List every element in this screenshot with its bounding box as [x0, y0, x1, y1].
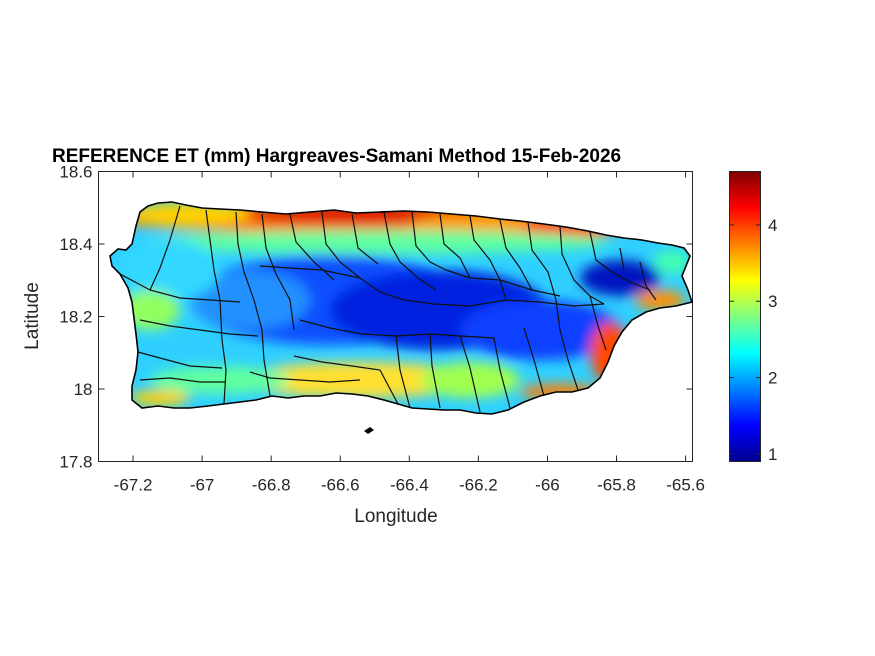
colorbar-ticks: 1 2 3 4 — [729, 216, 777, 464]
field-blob — [130, 390, 190, 406]
y-axis-title: Latitude — [22, 282, 43, 350]
municipality-boundary — [259, 265, 361, 279]
field-blob — [150, 230, 610, 254]
municipality-boundary — [429, 333, 441, 409]
municipality-boundary — [589, 231, 651, 291]
municipality-boundary — [261, 213, 295, 331]
colorbar-tick-label: 4 — [768, 216, 777, 235]
field-blob — [654, 250, 690, 274]
y-tick-label: 18.2 — [59, 308, 92, 327]
municipality-boundary — [445, 269, 561, 297]
field-blob — [190, 270, 310, 330]
municipality-boundary — [137, 351, 223, 369]
x-axis-ticks: -67.2 -67 -66.8 -66.6 -66.4 -66.2 -66 -65.8 -65.… — [114, 171, 705, 495]
municipality-boundary — [499, 219, 533, 291]
island-coastline — [109, 201, 694, 415]
field-blob — [420, 362, 520, 398]
municipality-boundary — [589, 295, 607, 351]
field-blob — [635, 290, 685, 310]
municipality-boundary — [411, 211, 447, 271]
municipality-boundary — [321, 211, 405, 301]
colorbar-tick-label: 3 — [768, 292, 777, 311]
x-tick-label: -65.6 — [666, 476, 705, 495]
municipality-boundary — [205, 209, 227, 405]
municipality-boundary — [439, 213, 471, 279]
municipality-boundary — [469, 215, 507, 301]
municipality-boundaries — [119, 205, 657, 413]
municipality-boundary — [139, 319, 259, 337]
municipality-boundary — [559, 329, 579, 391]
field-blob — [460, 300, 620, 360]
y-tick-label: 18.6 — [59, 163, 92, 182]
municipality-boundary — [383, 211, 437, 291]
plot-title: REFERENCE ET (mm) Hargreaves-Samani Meth… — [52, 146, 621, 167]
y-tick-label: 17.8 — [59, 453, 92, 472]
colorbar-tick-label: 2 — [768, 369, 777, 388]
municipality-boundary — [403, 299, 605, 307]
x-tick-label: -67 — [190, 476, 215, 495]
municipality-boundary — [395, 335, 411, 409]
x-tick-label: -65.8 — [597, 476, 636, 495]
municipality-boundary — [293, 355, 399, 405]
municipality-boundary — [493, 337, 511, 409]
y-axis-ticks: 17.8 18 18.2 18.4 18.6 — [59, 163, 693, 472]
small-island — [364, 427, 374, 434]
municipality-boundary — [351, 213, 379, 265]
municipality-boundary — [559, 225, 605, 305]
municipality-boundary — [459, 335, 481, 413]
municipality-boundary — [139, 377, 226, 383]
x-tick-label: -67.2 — [114, 476, 153, 495]
municipality-boundary — [119, 273, 241, 303]
y-tick-label: 18 — [74, 380, 93, 399]
municipality-boundary — [249, 371, 361, 383]
field-blob — [580, 260, 660, 296]
x-tick-label: -66.4 — [390, 476, 429, 495]
y-tick-label: 18.4 — [59, 235, 92, 254]
municipality-boundary — [149, 205, 181, 291]
municipality-boundary — [639, 261, 657, 301]
x-tick-label: -66 — [535, 476, 560, 495]
x-axis-title: Longitude — [354, 506, 437, 527]
x-tick-label: -66.6 — [321, 476, 360, 495]
x-tick-label: -66.8 — [252, 476, 291, 495]
x-tick-label: -66.2 — [459, 476, 498, 495]
municipality-boundary — [235, 211, 271, 397]
colorbar — [729, 171, 761, 462]
municipality-boundary — [527, 221, 561, 331]
municipality-boundary — [619, 247, 625, 271]
field-blob — [120, 240, 220, 300]
municipality-boundary — [523, 327, 545, 397]
colorbar-tick-label: 1 — [768, 445, 777, 464]
